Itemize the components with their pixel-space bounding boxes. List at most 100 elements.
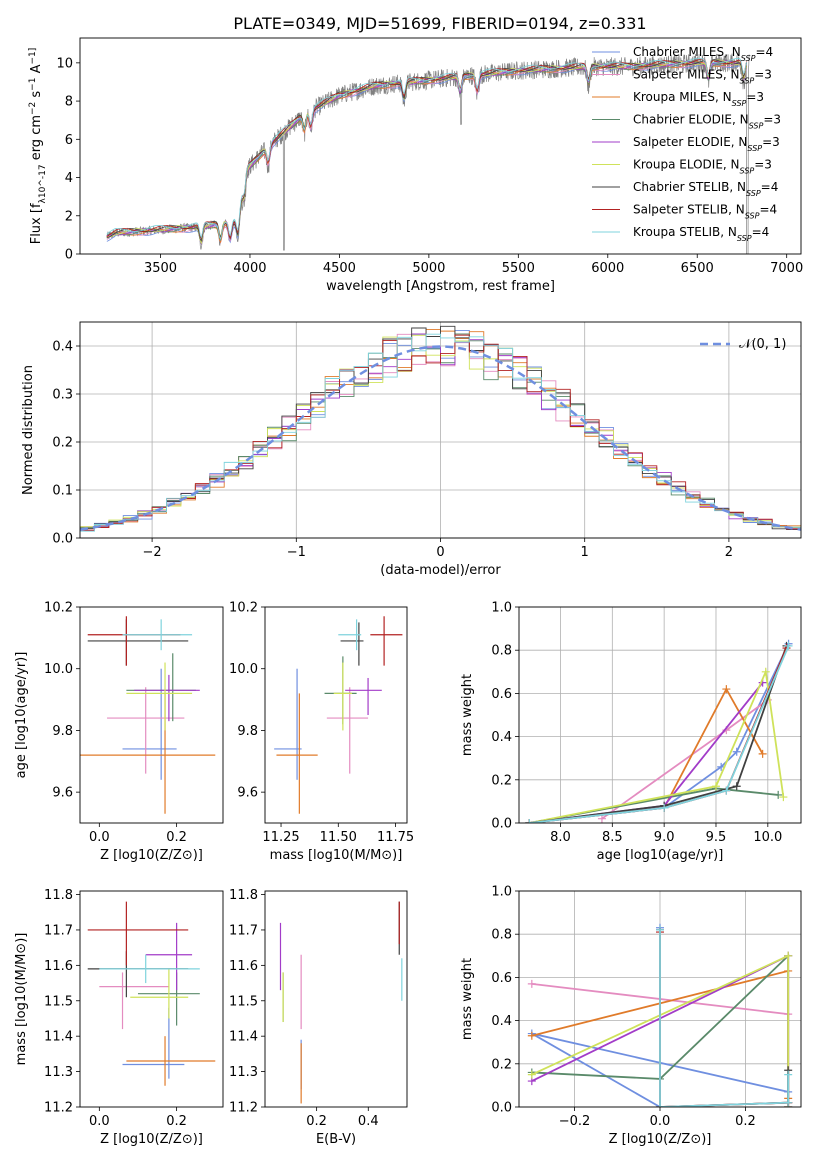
x-tick-label: 6000: [591, 261, 624, 276]
weight-marker: [711, 782, 720, 791]
x-axis-label: E(B-V): [316, 1132, 356, 1147]
legend-label-subscript: SSP: [749, 121, 764, 130]
y-tick-label: 11.8: [44, 888, 73, 903]
panel-massweight-vs-age: 8.0 8.5 9.0 9.5 10.0 0.0 0.2 0.4 0.6 0.8 1.0 age [l…: [460, 601, 802, 863]
y-tick-label: 1.0: [491, 601, 512, 616]
errorbar-point: [99, 972, 169, 1030]
normal-curve: [80, 345, 801, 531]
y-tick-label: 6: [65, 133, 73, 148]
y-tick-label: 0.2: [491, 773, 512, 788]
panel-residuals: −2 −1 0 1 2 0.0 0.1 0.2 0.3 0.4 (data-model)/error…: [21, 321, 802, 578]
errorbar-point: [276, 693, 318, 814]
legend-label-value: =4: [755, 45, 773, 59]
errorbar-point: [126, 1036, 216, 1086]
axes-frame: [79, 890, 224, 1108]
y-tick-label: 9.6: [237, 786, 258, 801]
legend-label: Salpeter STELIB, NSSP=4: [633, 203, 777, 221]
errorbar-point: [87, 901, 189, 966]
y-tick-label: 9.8: [237, 724, 258, 739]
x-tick-label: 8.0: [550, 830, 571, 845]
plot-area: [106, 53, 750, 254]
y-axis-label: mass [log10(M/M⊙)]: [14, 933, 29, 1066]
y-tick-label: 11.4: [229, 1030, 258, 1045]
label-part: mass [log10(M/M⊙)]: [270, 848, 403, 863]
x-tick-label: 3500: [144, 261, 177, 276]
panel-age-vs-Z: 0.0 0.2 9.6 9.8 10.0 10.2 Z [log10(Z/Z⊙)] age […: [14, 601, 224, 863]
legend-label-text: Salpeter ELODIE, N: [633, 135, 747, 149]
legend-label: Salpeter MILES, NSSP=3: [633, 68, 772, 86]
label-part: age [log10(age/yr)]: [597, 848, 724, 863]
x-tick-label: 0.2: [166, 830, 187, 845]
y-tick-label: 11.6: [229, 959, 258, 974]
label-part: (data-model)/error: [380, 563, 501, 578]
weight-series-line: [663, 687, 764, 809]
label-part: E(B-V): [316, 1132, 356, 1147]
y-tick-label: 11.5: [229, 994, 258, 1009]
x-tick-label: 0.0: [89, 1114, 110, 1129]
errorbar-point: [145, 922, 193, 991]
legend-label-value: =3: [762, 135, 780, 149]
residual-histogram: [80, 334, 801, 531]
plot-area: [279, 901, 403, 1104]
panel-age-vs-mass: 11.25 11.50 11.75 9.6 9.8 10.0 10.2 mass [log10…: [229, 601, 414, 864]
y-tick-label: 10: [56, 56, 73, 71]
label-part: Z [log10(Z/Z⊙)]: [100, 1132, 203, 1147]
legend-label: 𝒩(0, 1): [739, 337, 786, 352]
legend-label: Kroupa MILES, NSSP=3: [633, 90, 764, 108]
label-part: Normed distribution: [21, 365, 36, 495]
label-part: −1: [28, 78, 38, 91]
y-tick-label: 11.4: [44, 1030, 73, 1045]
errorbar-point: [122, 1007, 185, 1079]
label-part: A: [29, 64, 44, 77]
axes-frame: [518, 890, 802, 1108]
label-part: mass [log10(M/M⊙)]: [14, 933, 29, 1066]
y-tick-label: 11.6: [44, 959, 73, 974]
weight-marker: [656, 925, 664, 934]
y-axis-label: mass weight: [460, 674, 475, 756]
legend-label-subscript: SSP: [740, 76, 755, 85]
figure-title: PLATE=0349, MJD=51699, FIBERID=0194, z=0…: [233, 14, 646, 33]
errorbar-point: [87, 951, 189, 998]
legend-label-text: Kroupa MILES, N: [633, 90, 732, 104]
y-tick-label: 9.6: [52, 786, 73, 801]
y-tick-label: 11.3: [44, 1065, 73, 1080]
legend-label-text: Kroupa STELIB, N: [633, 225, 737, 239]
y-tick-label: 11.7: [229, 923, 258, 938]
panel-massweight-vs-Z: −0.2 0.0 0.2 0.0 0.2 0.4 0.6 0.8 1.0 Z [log10(Z/Z…: [460, 885, 802, 1147]
label-part: Z [log10(Z/Z⊙)]: [609, 1132, 712, 1147]
panel-spectrum: 3500 4000 4500 5000 5500 6000 6500 7000 0 2 4 6 8 10 w…: [28, 37, 803, 294]
x-tick-label: 0.0: [650, 1114, 671, 1129]
x-tick-label: 4000: [233, 261, 266, 276]
x-tick-label: 2: [725, 545, 733, 560]
x-tick-label: −2: [143, 545, 162, 560]
y-tick-label: 11.8: [229, 888, 258, 903]
x-tick-label: 0.4: [358, 1114, 379, 1129]
label-part: Flux [f: [29, 203, 44, 244]
label-part: λ10^-17: [38, 164, 48, 203]
weight-series-line: [659, 929, 790, 1107]
errorbar-point: [370, 616, 403, 666]
legend-label-text: Salpeter STELIB, N: [633, 203, 745, 217]
legend-label: Kroupa ELODIE, NSSP=3: [633, 158, 772, 176]
errorbar-point: [333, 662, 353, 731]
errorbar-point: [107, 687, 185, 774]
weight-marker: [722, 786, 731, 795]
weight-marker: [761, 667, 770, 676]
label-part: −2: [28, 102, 38, 115]
panel-mass-vs-EBV: 0.2 0.4 11.2 11.3 11.4 11.5 11.6 11.7 11.8 E(B-V): [229, 888, 408, 1147]
y-tick-label: 0.6: [491, 971, 512, 986]
y-tick-label: 11.5: [44, 994, 73, 1009]
y-axis-label: mass weight: [460, 958, 475, 1040]
label-part: −1]: [28, 48, 38, 65]
legend-label-subscript: SSP: [732, 99, 747, 108]
x-tick-label: 0: [436, 545, 444, 560]
weight-series-line: [529, 645, 788, 823]
axes-frame: [518, 606, 802, 824]
panel-mass-vs-Z: 0.0 0.2 11.2 11.3 11.4 11.5 11.6 11.7 11.8 Z [log…: [14, 888, 224, 1147]
y-tick-label: 0.8: [491, 928, 512, 943]
errorbar-point: [338, 619, 362, 651]
x-tick-label: 11.25: [262, 830, 299, 845]
y-tick-label: 11.7: [44, 923, 73, 938]
legend-label: Salpeter ELODIE, NSSP=3: [633, 135, 780, 153]
legend-label-value: =4: [759, 203, 777, 217]
